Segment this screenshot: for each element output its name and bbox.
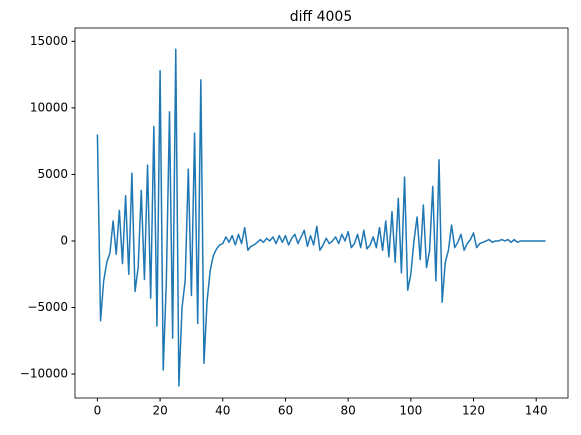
x-tick-label: 40 xyxy=(215,404,230,418)
y-tick-label: 10000 xyxy=(30,100,68,114)
x-tick-label: 80 xyxy=(340,404,355,418)
y-tick-label: −10000 xyxy=(20,367,68,381)
y-tick-label: 0 xyxy=(60,233,68,247)
plot-frame xyxy=(74,27,569,399)
x-tick-label: 140 xyxy=(525,404,548,418)
y-tick-label: −5000 xyxy=(27,300,68,314)
y-tick-label: 15000 xyxy=(30,34,68,48)
x-tick-label: 0 xyxy=(94,404,102,418)
x-tick-label: 60 xyxy=(278,404,293,418)
x-tick-label: 20 xyxy=(152,404,167,418)
x-tick-label: 100 xyxy=(399,404,422,418)
data-line xyxy=(96,48,546,387)
x-tick-label: 120 xyxy=(462,404,485,418)
chart-title: diff 4005 xyxy=(290,9,353,25)
y-tick-label: 5000 xyxy=(37,167,68,181)
